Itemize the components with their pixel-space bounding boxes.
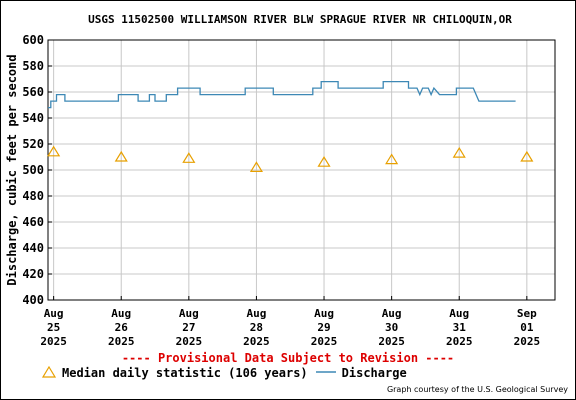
median-point [317,156,331,167]
x-tick-label-line: Aug [111,307,131,320]
y-tick-label: 400 [22,293,44,307]
x-tick-label-line: 27 [182,321,195,334]
provisional-notice: ---- Provisional Data Subject to Revisio… [121,351,455,365]
median-point [47,145,61,157]
series-layer [47,80,534,172]
y-tick-label: 460 [22,215,44,229]
x-tick-label: Aug 27 2025 [176,307,203,348]
median-point [182,152,196,163]
x-tick-label-line: 01 [520,321,534,334]
legend: Median daily statistic (106 years) Disch… [41,365,407,381]
x-tick-label-line: Sep [517,307,537,320]
x-tick-label-line: 31 [453,321,467,334]
legend-label-discharge: Discharge [341,366,407,380]
x-tick-label-line: 30 [385,321,398,334]
x-tick-label: Aug 31 2025 [446,307,473,348]
x-tick-label-line: 2025 [514,335,541,348]
y-tick-label: 600 [22,33,44,47]
median-point [385,153,399,165]
x-tick-label-line: 2025 [311,335,338,348]
median-point [249,161,264,172]
x-tick-label: Aug 26 2025 [108,307,135,348]
x-tick-label-line: 28 [250,321,263,334]
x-tick-label-line: 25 [47,321,60,334]
y-axis-label: Discharge, cubic feet per second [5,54,19,285]
y-tick-label: 520 [22,137,44,151]
legend-label-median: Median daily statistic (106 years) [62,366,308,380]
y-tick-label: 420 [22,267,44,281]
y-tick-label: 580 [22,59,44,73]
x-tick-label-line: 2025 [40,335,67,348]
y-axis-ticks: 400 420 440 460 480 500 520 540 560 580 600 [22,33,52,307]
x-tick-label-line: 29 [317,321,330,334]
median-point [452,146,466,158]
triangle-icon [41,365,57,381]
y-tick-label: 540 [22,111,44,125]
x-tick-label-line: 26 [115,321,129,334]
x-tick-label-line: Aug [314,307,334,320]
x-tick-label: Aug 28 2025 [243,307,270,348]
y-tick-label: 480 [22,189,44,203]
y-tick-label: 560 [22,85,44,99]
median-point [114,150,128,162]
x-tick-label-line: 2025 [176,335,203,348]
x-tick-label: Aug 25 2025 [40,307,67,348]
line-icon [315,366,336,381]
x-tick-label: Aug 30 2025 [378,307,405,348]
x-tick-label-line: 2025 [446,335,473,348]
chart-title: USGS 11502500 WILLIAMSON RIVER BLW SPRAG… [88,13,512,26]
grid-lines [48,39,555,301]
x-tick-label-line: 2025 [378,335,405,348]
x-tick-label-line: 2025 [108,335,135,348]
y-tick-label: 500 [22,163,44,177]
x-tick-label-line: Aug [44,307,64,320]
x-tick-label-line: Aug [449,307,469,320]
x-tick-label-line: 2025 [243,335,270,348]
y-tick-label: 440 [22,241,44,255]
credit-text: Graph courtesy of the U.S. Geological Su… [386,385,568,394]
x-tick-label: Sep 01 2025 [514,307,541,348]
x-tick-label: Aug 29 2025 [311,307,338,348]
median-point [520,150,534,162]
x-tick-label-line: Aug [382,307,402,320]
x-tick-label-line: Aug [179,307,199,320]
x-tick-label-line: Aug [246,307,266,320]
discharge-line [48,80,516,109]
